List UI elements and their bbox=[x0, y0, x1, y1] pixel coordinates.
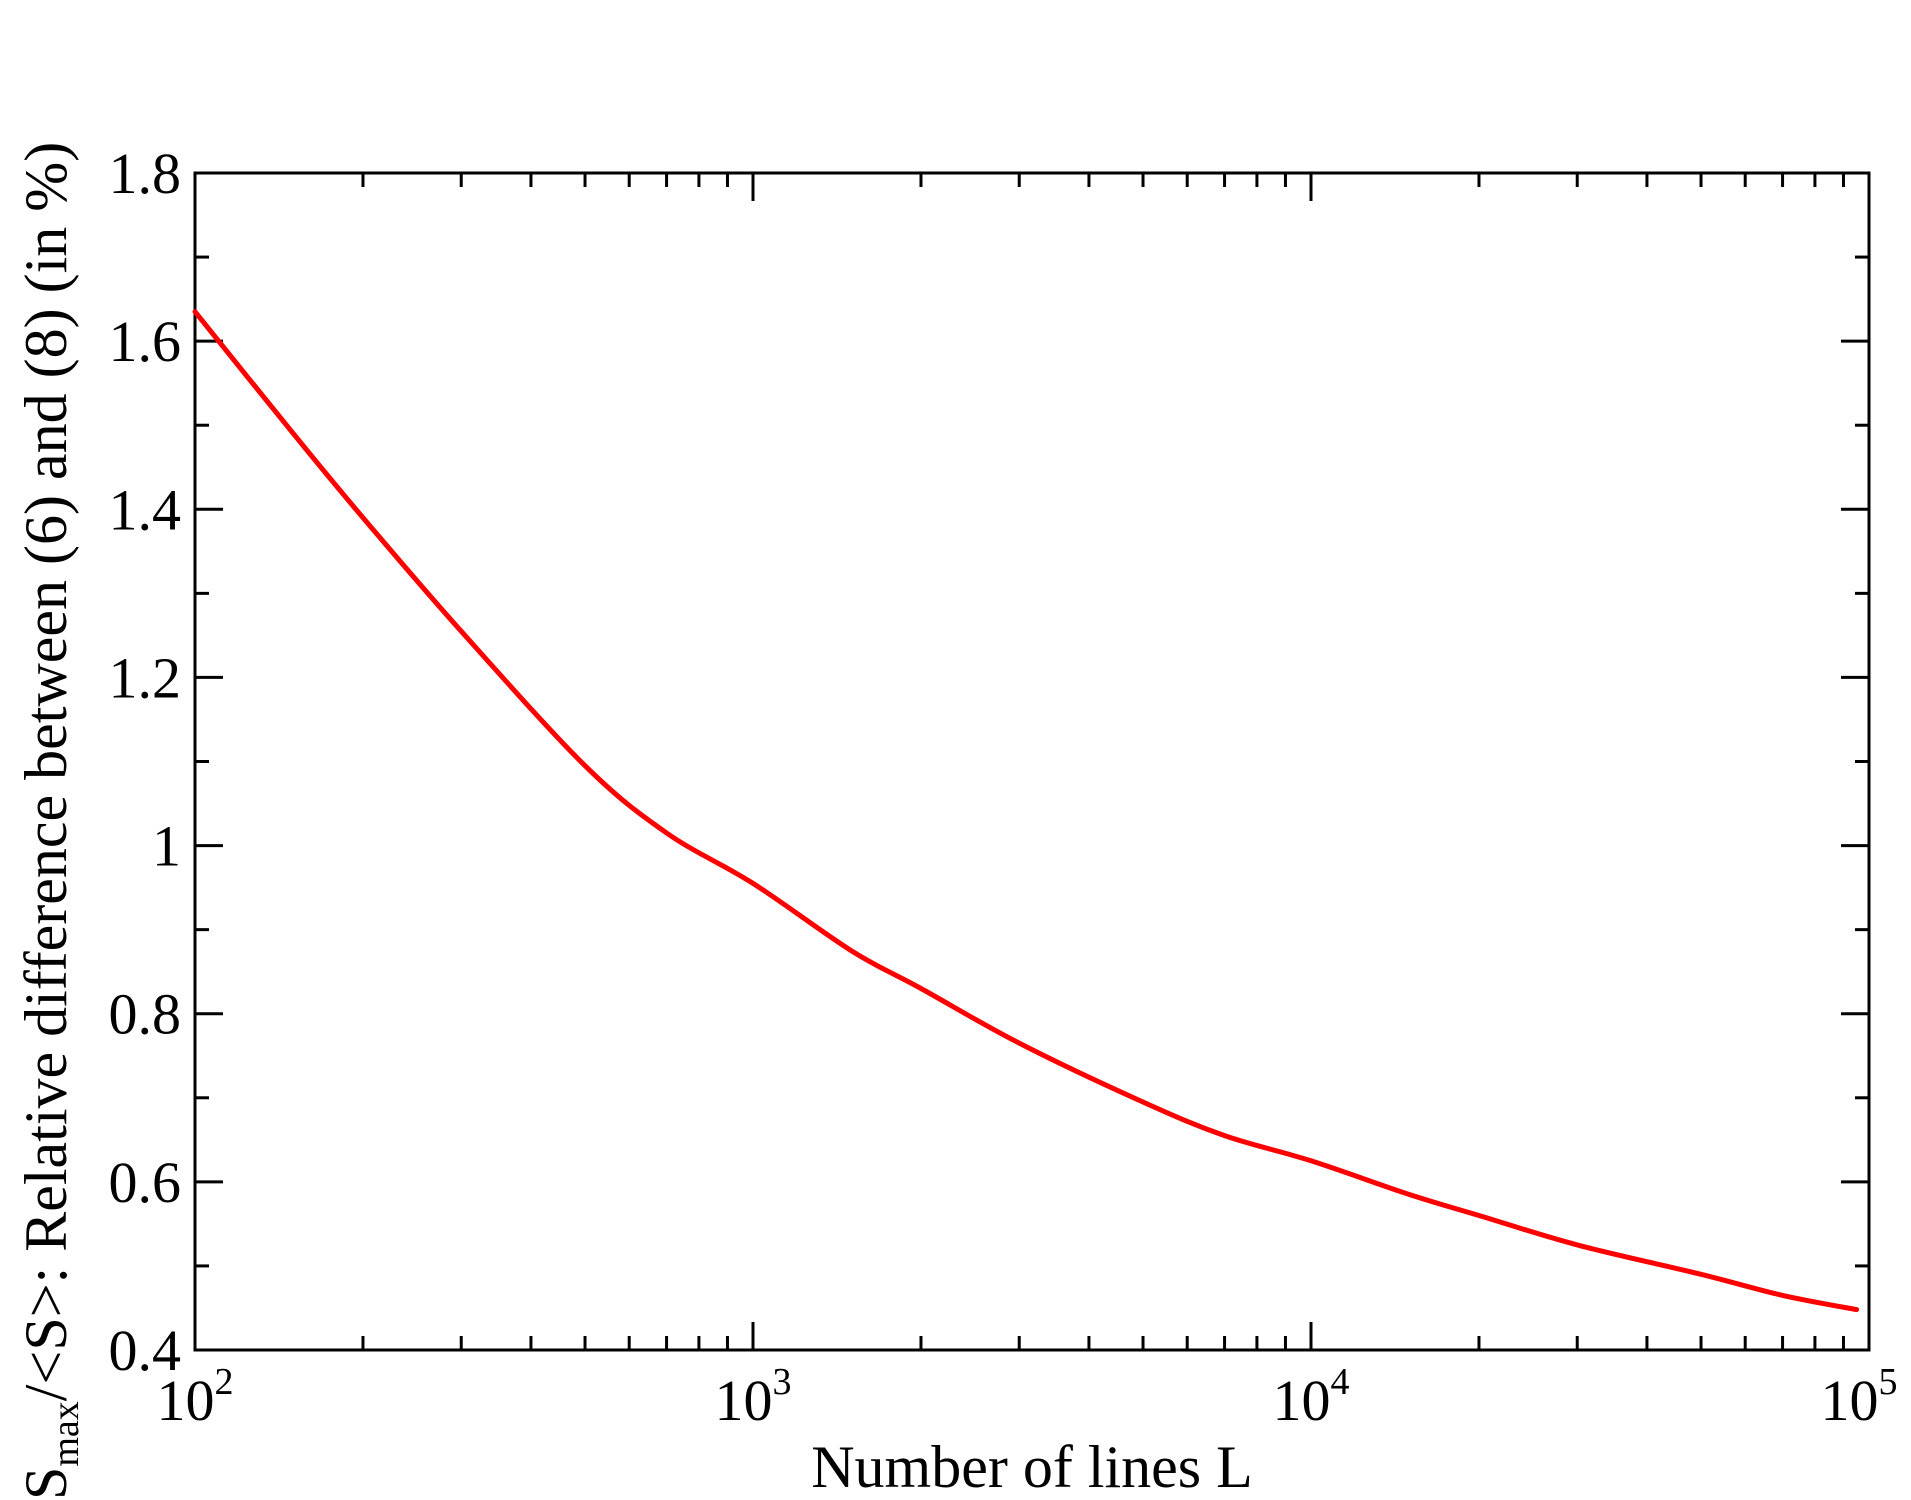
y-tick-label: 1.4 bbox=[109, 477, 182, 542]
x-tick-label: 104 bbox=[1273, 1361, 1350, 1433]
plot-frame bbox=[193, 171, 1871, 1352]
y-tick-label: 0.4 bbox=[109, 1318, 182, 1383]
y-tick-labels: 0.4 0.6 0.8 1 1.2 1.4 1.6 1.8 bbox=[109, 141, 182, 1383]
y-axis-title-subscript: max bbox=[45, 1401, 87, 1466]
x-tick-label: 105 bbox=[1821, 1361, 1898, 1433]
tick-marks bbox=[193, 171, 1871, 1352]
x-tick-label-exponent: 4 bbox=[1331, 1361, 1350, 1403]
y-tick-label: 1.6 bbox=[109, 309, 182, 374]
y-axis-title: Smax/<S>: Relative difference between (6… bbox=[13, 142, 87, 1500]
x-tick-label-base: 10 bbox=[715, 1368, 773, 1433]
y-axis-title-main: S bbox=[13, 1467, 79, 1500]
series-line bbox=[192, 309, 1860, 1313]
x-tick-label-exponent: 5 bbox=[1879, 1361, 1898, 1403]
x-tick-label-base: 10 bbox=[1821, 1368, 1879, 1433]
y-tick-label: 1.2 bbox=[109, 645, 182, 710]
y-tick-label: 1 bbox=[152, 814, 181, 879]
x-tick-label-exponent: 3 bbox=[773, 1361, 792, 1403]
y-axis-title-rest: /<S>: Relative difference between (6) an… bbox=[13, 142, 79, 1401]
x-tick-label: 102 bbox=[157, 1361, 234, 1433]
x-tick-labels: 102 103 104 105 bbox=[157, 1361, 1898, 1433]
y-tick-label: 0.6 bbox=[109, 1150, 182, 1215]
x-tick-label-base: 10 bbox=[1273, 1368, 1331, 1433]
y-tick-label: 1.8 bbox=[109, 141, 182, 206]
x-tick-label-exponent: 2 bbox=[215, 1361, 234, 1403]
x-tick-label: 103 bbox=[715, 1361, 792, 1433]
x-tick-label-base: 10 bbox=[157, 1368, 215, 1433]
x-axis-title: Number of lines L bbox=[811, 1434, 1253, 1500]
y-tick-label: 0.8 bbox=[109, 982, 182, 1047]
